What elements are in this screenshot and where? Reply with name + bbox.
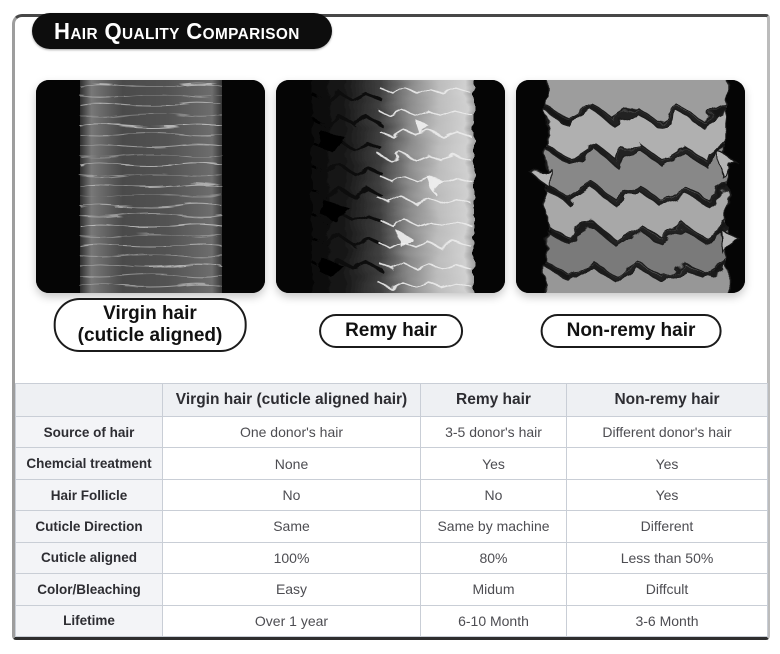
header-row: Virgin hair (cuticle aligned hair) Remy … (15, 383, 768, 417)
table-row: Cuticle Direction Same Same by machine D… (15, 510, 768, 543)
virgin-hair-micrograph (36, 80, 265, 293)
row-label: Cuticle aligned (15, 541, 163, 575)
table-row: Color/Bleaching Easy Midum Diffcult (15, 573, 768, 606)
cell-value: One donor's hair (162, 415, 421, 449)
cell-value: Same by machine (420, 510, 567, 543)
non-remy-hair-image (516, 80, 745, 293)
table-row: Chemcial treatment None Yes Yes (15, 447, 768, 480)
cell-value: Same (162, 510, 421, 543)
cell-value: None (162, 447, 421, 480)
row-label: Color/Bleaching (15, 573, 163, 606)
cell-value: 3-5 donor's hair (420, 415, 567, 449)
remy-hair-image (276, 80, 505, 293)
table-row: Source of hair One donor's hair 3-5 dono… (15, 415, 768, 449)
comparison-table: Virgin hair (cuticle aligned hair) Remy … (15, 383, 768, 638)
row-label: Chemcial treatment (15, 447, 163, 480)
content-frame: Hair Quality Comparison (12, 13, 770, 640)
cell-value: Midum (420, 573, 567, 606)
cell-value: Yes (566, 478, 768, 512)
cell-value: 100% (162, 541, 421, 575)
non-remy-hair-micrograph (516, 80, 745, 293)
cell-value: No (162, 478, 421, 512)
cell-value: Yes (566, 447, 768, 480)
label-pill-virgin: Virgin hair (cuticle aligned) (53, 298, 247, 352)
column-header-non-remy: Non-remy hair (566, 383, 768, 417)
cell-value: 3-6 Month (566, 604, 768, 638)
column-header-remy: Remy hair (420, 383, 567, 417)
cell-value: 6-10 Month (420, 604, 567, 638)
row-label: Hair Follicle (15, 478, 163, 512)
label-pill-non-remy: Non-remy hair (540, 314, 722, 348)
virgin-hair-image (36, 80, 265, 293)
non-remy-label: Non-remy hair (566, 320, 696, 341)
cell-value: Diffcult (566, 573, 768, 606)
remy-label: Remy hair (345, 320, 437, 341)
table-row: Lifetime Over 1 year 6-10 Month 3-6 Mont… (15, 604, 768, 638)
cell-value: Easy (162, 573, 421, 606)
table-row: Hair Follicle No No Yes (15, 478, 768, 512)
row-label: Source of hair (15, 415, 163, 449)
cell-value: No (420, 478, 567, 512)
cell-value: Different (566, 510, 768, 543)
page-title: Hair Quality Comparison (54, 17, 300, 44)
cell-value: Less than 50% (566, 541, 768, 575)
row-label: Cuticle Direction (15, 510, 163, 543)
virgin-label-line1: Virgin hair (103, 303, 197, 324)
virgin-label-line2: (cuticle aligned) (77, 325, 223, 346)
cell-value: Yes (420, 447, 567, 480)
table-row: Cuticle aligned 100% 80% Less than 50% (15, 541, 768, 575)
cell-value: 80% (420, 541, 567, 575)
cell-value: Over 1 year (162, 604, 421, 638)
column-header-virgin: Virgin hair (cuticle aligned hair) (162, 383, 421, 417)
label-pill-remy: Remy hair (319, 314, 463, 348)
column-header-empty (15, 383, 163, 417)
title-badge: Hair Quality Comparison (32, 13, 332, 49)
row-label: Lifetime (15, 604, 163, 638)
remy-hair-micrograph (276, 80, 505, 293)
cell-value: Different donor's hair (566, 415, 768, 449)
